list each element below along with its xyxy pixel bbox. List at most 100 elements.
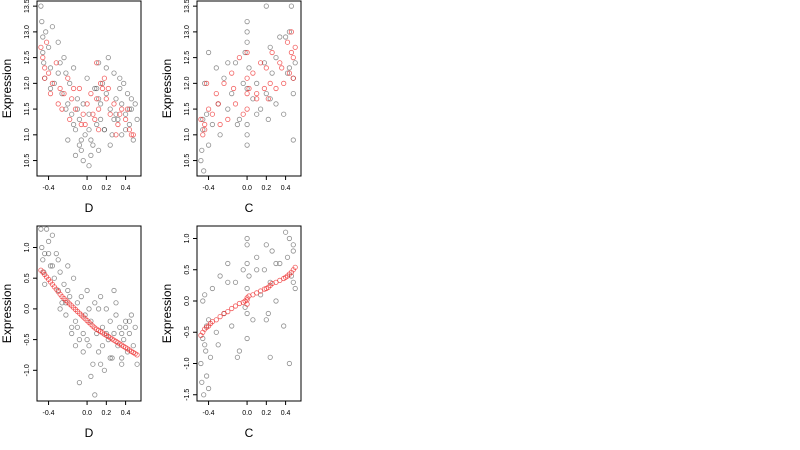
data-point (288, 49, 294, 56)
data-point (242, 49, 248, 56)
x-tick-label: -0.4 (203, 185, 215, 192)
data-point (45, 251, 52, 257)
data-point (273, 260, 279, 267)
data-point (126, 127, 132, 133)
data-point (61, 54, 67, 61)
data-point (246, 273, 252, 279)
data-point (200, 132, 206, 138)
x-tick-label: 0.4 (121, 410, 131, 417)
data-point (200, 116, 206, 123)
data-point (130, 137, 136, 143)
data-point (261, 85, 267, 92)
data-point (244, 301, 250, 307)
x-tick-label: 0.0 (82, 185, 92, 192)
series-0 (38, 226, 140, 398)
data-point (225, 308, 231, 315)
y-tick-label: 12.0 (184, 76, 191, 90)
data-point (55, 257, 61, 263)
panel-bottom-left: -0.4 0.0 0.2 0.4 -1.0 -0.5 0.0 0.5 1.0 D Expressio… (0, 225, 142, 440)
y-tick-label: 11.0 (184, 128, 191, 141)
data-point (61, 281, 67, 287)
data-point (201, 392, 207, 398)
x-tick-label: 0.4 (121, 185, 131, 192)
data-point (105, 54, 111, 61)
plot-frame (36, 0, 142, 177)
data-point (257, 60, 264, 66)
data-point (244, 39, 250, 45)
data-point (40, 54, 46, 61)
data-point (80, 349, 86, 355)
data-point (65, 287, 71, 294)
data-point (86, 163, 92, 169)
y-axis-label: Expression (0, 59, 14, 118)
data-point (284, 70, 291, 76)
data-point (204, 373, 210, 379)
data-point (84, 101, 90, 107)
data-point (124, 91, 131, 97)
data-point (45, 70, 52, 76)
data-point (119, 361, 125, 367)
data-point (111, 70, 117, 76)
data-point (265, 96, 271, 102)
data-point (217, 121, 223, 128)
x-axis-label: D (85, 201, 94, 215)
data-point (261, 60, 267, 66)
data-point (63, 70, 69, 76)
data-point (225, 116, 231, 123)
plot-frame (36, 225, 142, 402)
x-tick-label: 0.0 (242, 410, 252, 417)
data-point (61, 91, 67, 97)
data-point (78, 121, 84, 128)
data-point (236, 348, 242, 354)
data-point (57, 306, 63, 312)
data-point (244, 142, 250, 148)
data-point (217, 132, 223, 138)
data-point (254, 80, 260, 87)
data-point (254, 91, 260, 97)
y-tick-label: 12.5 (184, 51, 191, 65)
data-point (43, 226, 50, 232)
data-point (98, 116, 104, 123)
data-point (74, 106, 81, 112)
data-point (57, 269, 63, 275)
data-point (96, 349, 102, 355)
data-point (51, 275, 57, 281)
data-point (117, 85, 123, 92)
data-point (229, 305, 235, 312)
x-axis-label: C (245, 201, 254, 215)
data-point (38, 3, 44, 9)
data-point (69, 111, 75, 117)
data-point (134, 352, 140, 358)
data-point (203, 348, 209, 354)
plot-frame (196, 225, 302, 402)
data-point (225, 60, 231, 66)
data-point (244, 106, 250, 112)
data-point (265, 310, 271, 317)
data-point (107, 355, 113, 361)
data-point (292, 60, 298, 66)
data-point (109, 355, 115, 361)
data-point (90, 142, 96, 148)
data-point (86, 127, 92, 133)
data-point (206, 106, 212, 112)
data-point (130, 343, 136, 349)
data-point (59, 106, 65, 112)
data-point (84, 75, 90, 81)
data-point (99, 85, 106, 92)
data-point (123, 111, 129, 117)
data-point (269, 70, 275, 76)
data-point (232, 60, 239, 66)
data-point (292, 264, 298, 270)
data-point (69, 324, 75, 330)
data-point (213, 317, 219, 323)
y-tick-label: 13.0 (184, 25, 191, 39)
data-point (244, 85, 250, 92)
data-point (286, 235, 292, 242)
data-point (40, 257, 46, 263)
data-point (72, 127, 79, 133)
data-point (103, 91, 109, 97)
data-point (234, 354, 240, 360)
data-point (244, 260, 250, 267)
data-point (282, 229, 289, 235)
data-point (99, 343, 106, 349)
